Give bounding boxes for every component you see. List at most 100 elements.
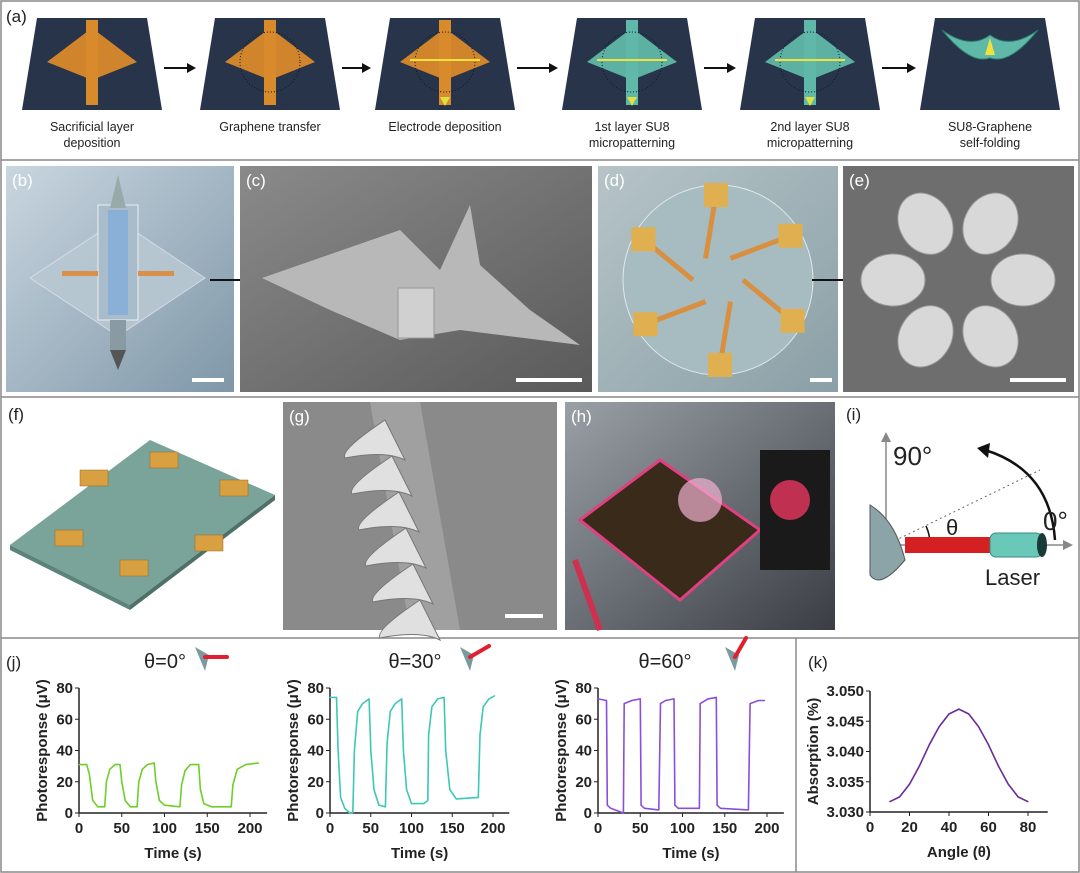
data-point (623, 703, 625, 705)
y-tick-label: 60 (307, 711, 324, 728)
data-point (978, 726, 980, 728)
data-point (640, 804, 642, 806)
data-point (719, 807, 722, 809)
laser-beam (905, 537, 995, 553)
data-point (78, 763, 80, 766)
panel-label-e: (e) (849, 171, 870, 190)
x-tick-label: 150 (195, 820, 220, 837)
step-caption: micropatterning (767, 136, 853, 150)
data-point (715, 696, 717, 698)
substrate (920, 18, 1060, 110)
y-tick-label: 0 (584, 805, 592, 822)
process-step: SU8-Graphene self-folding (920, 18, 1060, 150)
x-tick-label: 80 (1020, 819, 1037, 836)
y-tick-label: 40 (307, 743, 324, 760)
panel-i-schematic: (i) 90° 0° θ Laser (846, 405, 1073, 590)
data-point (707, 698, 709, 700)
data-point (889, 801, 891, 803)
laser-label: Laser (985, 565, 1040, 590)
step-caption: deposition (64, 136, 121, 150)
panel-label-a: (a) (6, 7, 27, 26)
data-point (606, 804, 608, 806)
data-point (488, 698, 490, 700)
data-point (987, 744, 990, 746)
x-tick-label: 50 (362, 820, 379, 837)
data-point (344, 807, 346, 809)
y-tick-label: 0 (65, 805, 73, 822)
panel-a: (a) Sacrificial layer deposition Graphene … (6, 7, 1060, 150)
data-point (136, 806, 138, 808)
data-point (368, 698, 370, 700)
panel-e-sem: (e) (843, 166, 1074, 392)
panel-label-f: (f) (8, 405, 24, 424)
data-point (105, 781, 107, 783)
scale-bar (192, 378, 224, 382)
data-point (236, 768, 238, 770)
y-axis-label: Photoresponse (μV) (553, 679, 570, 822)
step-caption: Graphene transfer (219, 120, 320, 134)
data-point (618, 810, 620, 813)
data-point (104, 806, 106, 808)
data-line (79, 762, 259, 808)
data-point (643, 807, 646, 809)
x-tick-label: 150 (440, 820, 465, 837)
theta-label: θ (946, 515, 958, 540)
chart-title: θ=0° (144, 651, 186, 673)
data-point (1017, 796, 1019, 798)
panel-label-k: (k) (808, 653, 828, 672)
x-axis-label: Time (s) (662, 845, 719, 862)
process-step: Sacrificial layer deposition (22, 18, 162, 150)
data-point (88, 773, 90, 775)
chart-2: 0 50 100 150 200 0 20 40 60 80 Time (s) Photorespon… (553, 635, 784, 862)
data-point (339, 796, 342, 798)
panel-label-i: (i) (846, 405, 861, 424)
x-tick-label: 100 (670, 820, 695, 837)
y-tick-label: 60 (575, 711, 592, 728)
data-point (428, 734, 430, 736)
panel-label-c: (c) (246, 171, 266, 190)
data-point (449, 788, 451, 791)
data-point (163, 804, 166, 806)
data-point (631, 699, 633, 702)
data-point (384, 806, 387, 808)
x-axis-label: Time (s) (144, 845, 201, 862)
data-point (402, 749, 404, 752)
data-point (378, 804, 380, 806)
data-point (639, 698, 641, 700)
data-point (189, 763, 191, 766)
data-point (119, 763, 121, 766)
panel-label-j: (j) (6, 653, 21, 672)
data-point (968, 713, 970, 715)
data-point (124, 799, 126, 802)
panel-b-micrograph: (b) (6, 166, 234, 392)
data-point (443, 696, 445, 698)
data-point (348, 812, 351, 814)
panel-label-g: (g) (289, 407, 310, 426)
data-point (455, 798, 457, 800)
angle-icon (195, 647, 229, 671)
process-step: 1st layer SU8 micropatterning (562, 18, 702, 150)
data-line (597, 696, 765, 814)
data-point (394, 703, 396, 705)
angle-90-label: 90° (893, 441, 932, 471)
data-point (899, 796, 901, 798)
data-point (610, 807, 612, 809)
data-point (335, 696, 338, 698)
data-point (482, 706, 484, 708)
data-point (423, 803, 425, 805)
data-point (114, 763, 116, 766)
data-point (373, 788, 375, 791)
data-point (477, 796, 479, 798)
data-point (109, 768, 111, 770)
data-point (908, 783, 911, 785)
data-point (674, 804, 676, 806)
data-point (362, 703, 364, 705)
data-point (494, 695, 496, 697)
y-tick-label: 40 (56, 743, 73, 760)
x-tick-label: 150 (712, 820, 737, 837)
y-tick-label: 80 (307, 680, 324, 697)
data-point (199, 788, 202, 791)
step-caption: 2nd layer SU8 (770, 120, 849, 134)
chart-1: 0 50 100 150 200 0 20 40 60 80 Time (s) Photorespon… (285, 644, 510, 862)
